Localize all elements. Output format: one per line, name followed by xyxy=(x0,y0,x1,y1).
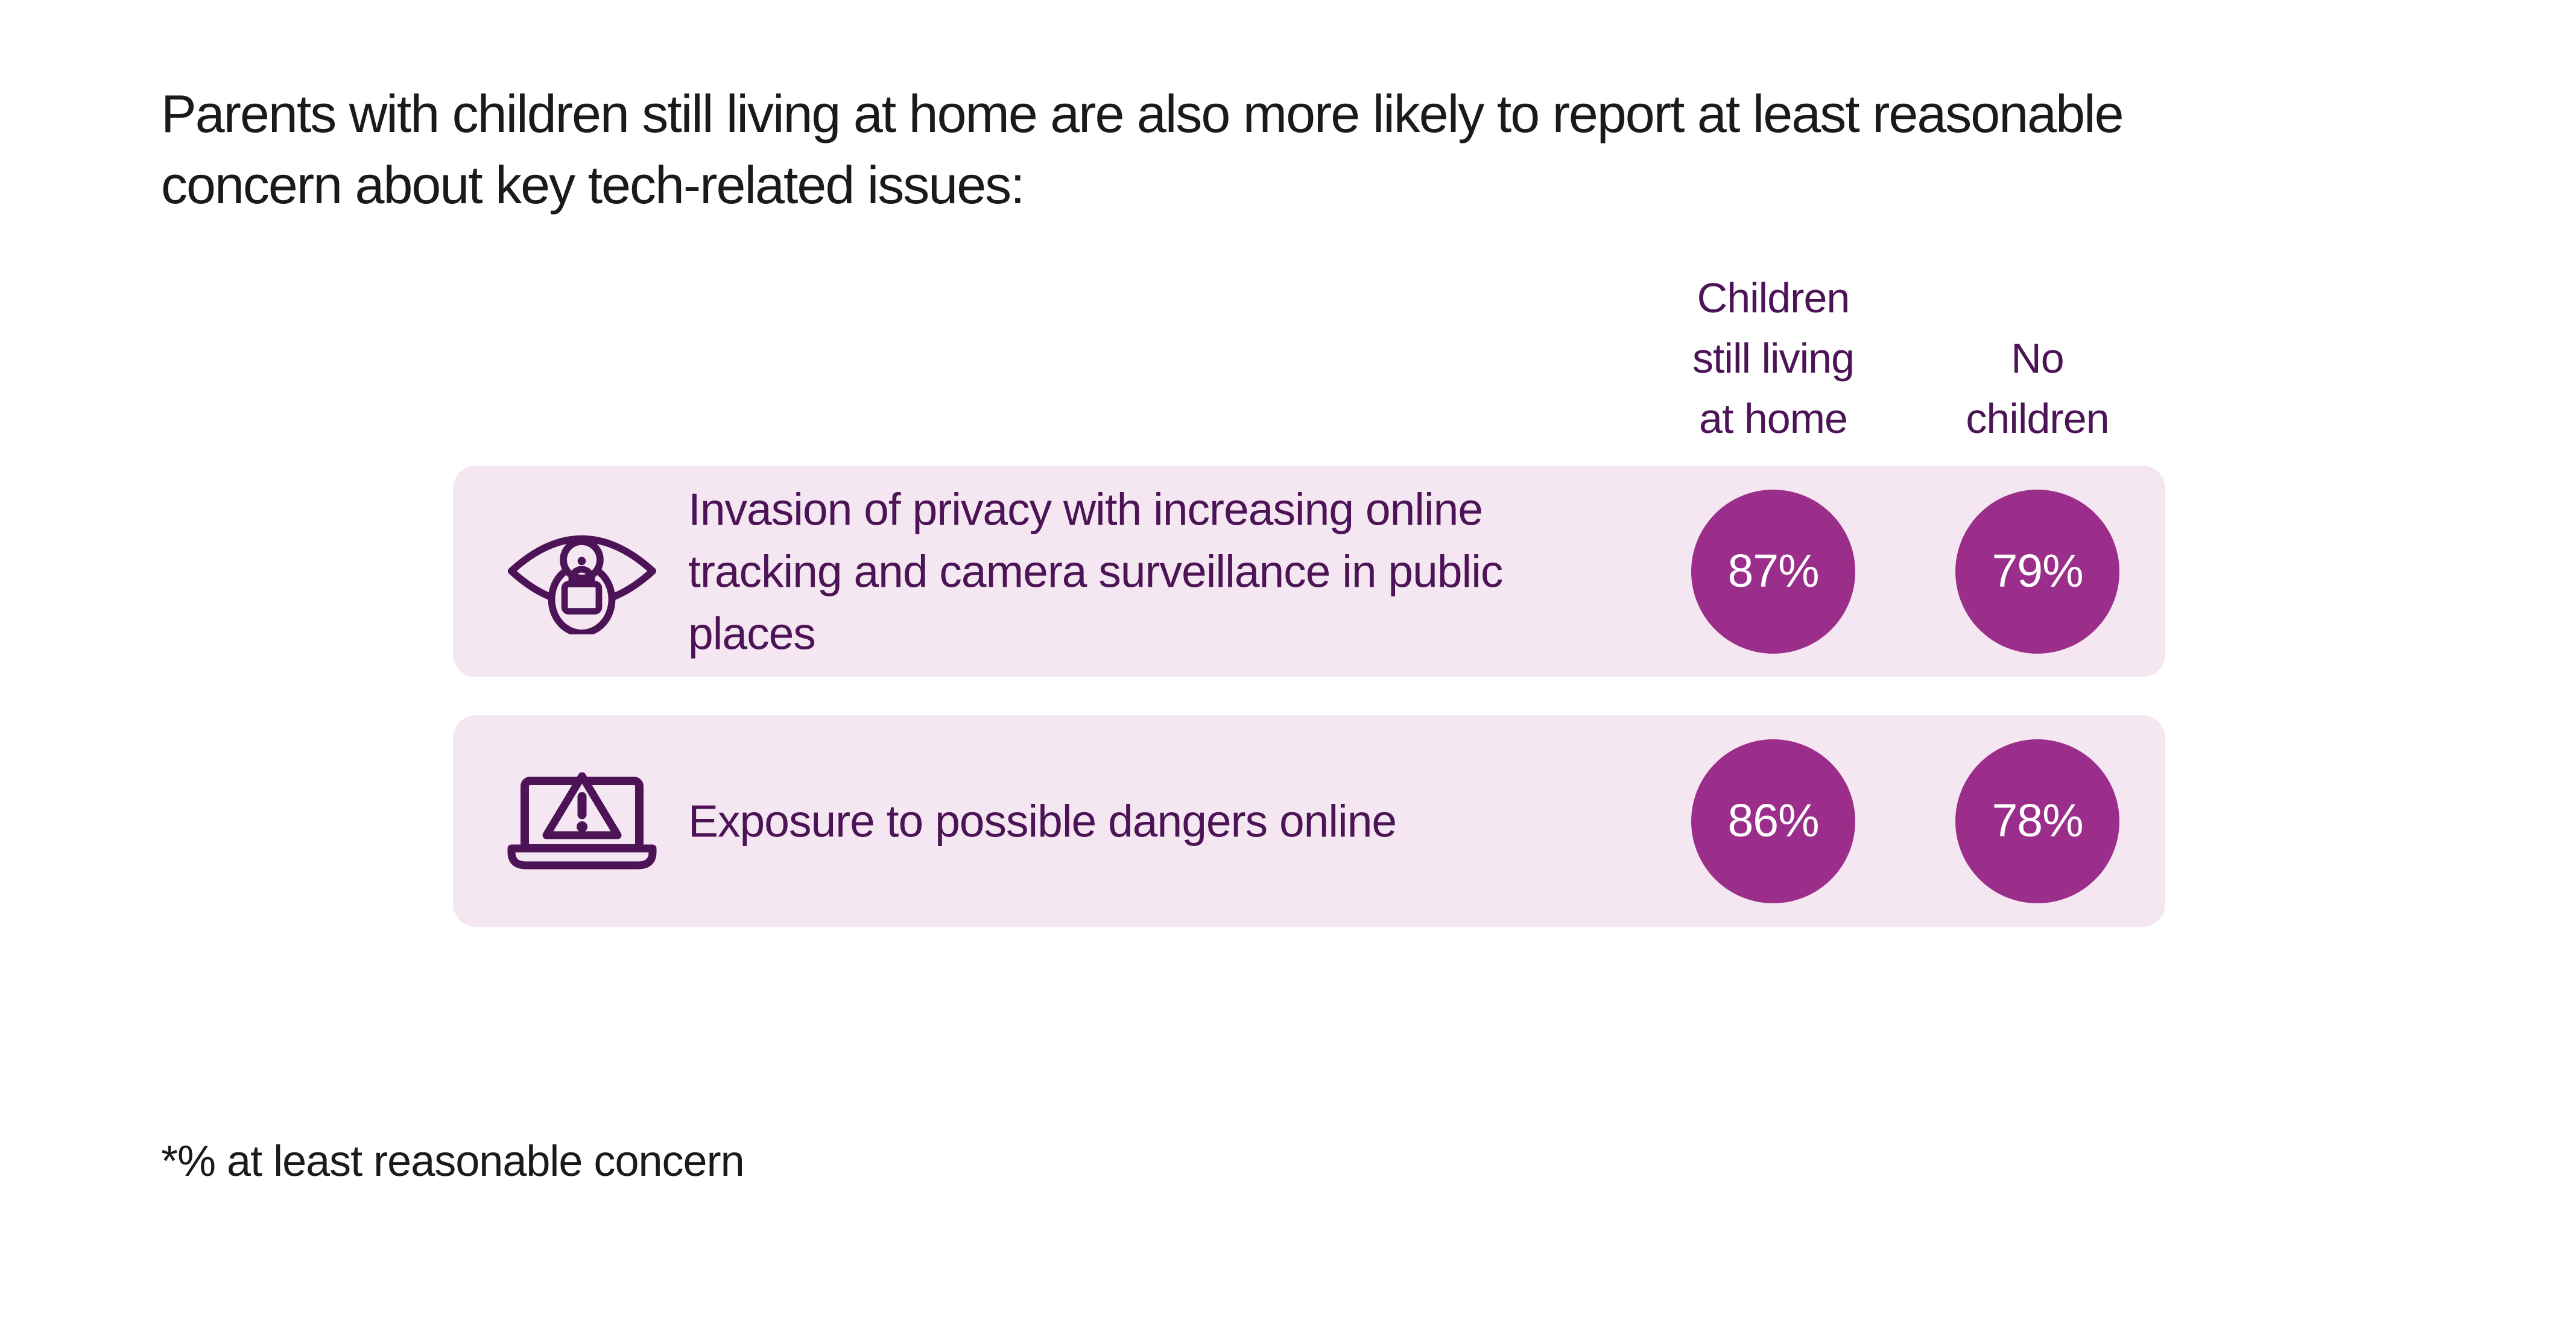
column-header-children-at-home: Children still living at home xyxy=(1692,274,1855,442)
laptop-warning-icon xyxy=(486,715,679,927)
stat-value-children-at-home: 86% xyxy=(1691,739,1855,903)
stat-value-no-children: 79% xyxy=(1955,489,2119,654)
page-title: Parents with children still living at ho… xyxy=(161,84,2124,215)
stat-row-label: Exposure to possible dangers online xyxy=(688,795,1397,846)
stat-value-children-at-home: 87% xyxy=(1691,489,1855,654)
stat-value-text: 78% xyxy=(1992,795,2083,847)
stat-row-privacy: Invasion of privacy with increasing onli… xyxy=(453,466,2165,677)
stat-value-text: 79% xyxy=(1992,545,2083,597)
stat-row-label: Invasion of privacy with increasing onli… xyxy=(688,484,1503,658)
stat-row-online-dangers: Exposure to possible dangers online 86% … xyxy=(453,715,2165,927)
privacy-surveillance-icon xyxy=(486,466,679,677)
stat-value-text: 87% xyxy=(1727,545,1819,597)
stat-value-text: 86% xyxy=(1727,795,1819,847)
stat-value-no-children: 78% xyxy=(1955,739,2119,903)
footnote: *% at least reasonable concern xyxy=(161,1137,745,1186)
column-header-no-children: No children xyxy=(1966,335,2109,442)
